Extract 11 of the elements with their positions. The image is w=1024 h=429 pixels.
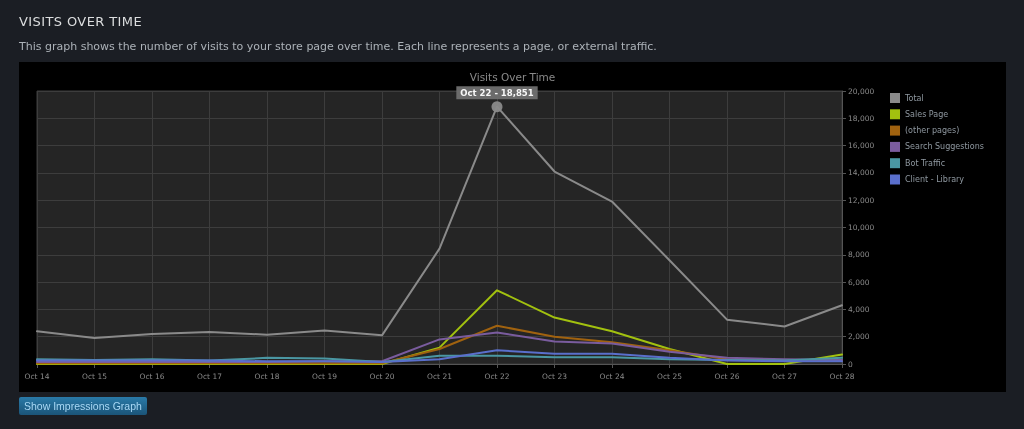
legend-label: Search Suggestions	[905, 142, 984, 152]
text: Visits Over Time	[469, 70, 556, 83]
legend-label: Total	[904, 93, 924, 103]
legend-label: Client - Library	[905, 175, 965, 184]
chart-title: VISITS OVER TIME	[19, 14, 143, 29]
annotation: Oct 22 - 18,851	[460, 87, 534, 98]
chart-subtitle: This graph shows the number of visits to your store page over time. Each line represents a page, or external traffic.	[19, 40, 657, 53]
legend-label: Sales Page	[905, 109, 949, 119]
legend-label: Bot Traffic	[905, 158, 946, 168]
legend-label: (other pages)	[905, 126, 960, 136]
button[interactable]: Show Impressions Graph	[19, 397, 147, 415]
